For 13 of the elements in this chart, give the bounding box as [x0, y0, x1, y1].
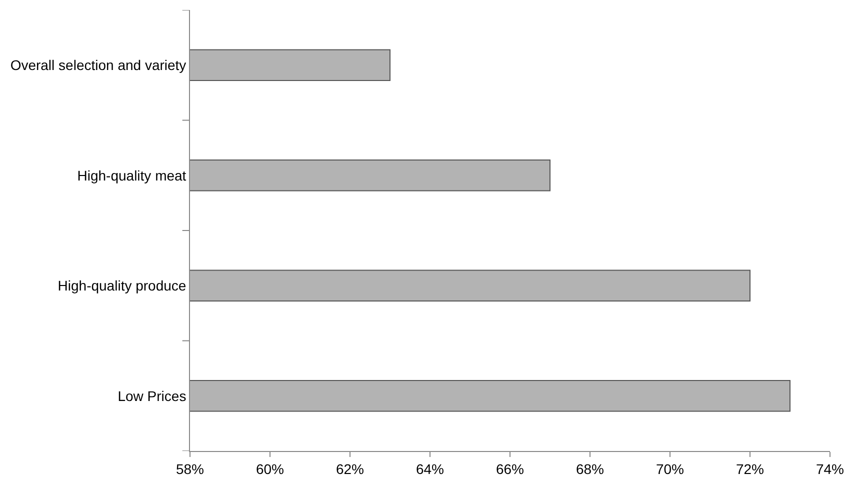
- x-tick-label: 68%: [576, 460, 604, 477]
- x-tick-label: 58%: [176, 460, 204, 477]
- y-tick-label: Low Prices: [118, 388, 186, 404]
- y-tick-label: High-quality produce: [58, 278, 186, 294]
- x-tick-label: 72%: [736, 460, 764, 477]
- y-tick-label: High-quality meat: [77, 167, 186, 184]
- x-tick-label: 62%: [336, 460, 364, 477]
- x-tick-label: 64%: [416, 460, 444, 477]
- x-tick-label: 66%: [496, 460, 524, 477]
- y-tick-label: Overall selection and variety: [10, 57, 186, 74]
- x-tick-label: 60%: [256, 460, 284, 477]
- x-tick-label: 74%: [816, 460, 844, 477]
- x-tick-label: 70%: [656, 460, 684, 477]
